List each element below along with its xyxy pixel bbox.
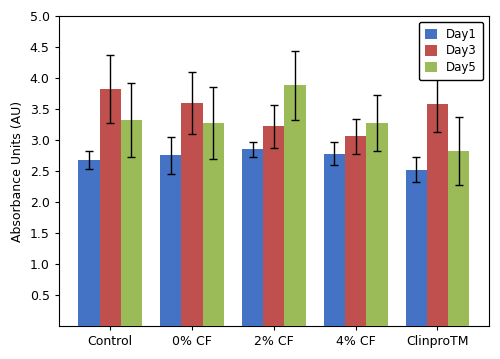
Bar <box>182 103 203 326</box>
Bar <box>284 85 306 326</box>
Bar <box>366 123 388 326</box>
Bar <box>345 136 366 326</box>
Bar <box>406 170 427 326</box>
Bar <box>242 149 263 326</box>
Y-axis label: Absorbance Units (AU): Absorbance Units (AU) <box>11 101 24 242</box>
Bar <box>324 154 345 326</box>
Bar <box>100 89 121 326</box>
Bar <box>427 104 448 326</box>
Legend: Day1, Day3, Day5: Day1, Day3, Day5 <box>419 22 483 80</box>
Bar <box>263 126 284 326</box>
Bar <box>448 151 469 326</box>
Bar <box>121 120 142 326</box>
Bar <box>160 155 182 326</box>
Bar <box>202 123 224 326</box>
Bar <box>78 160 100 326</box>
